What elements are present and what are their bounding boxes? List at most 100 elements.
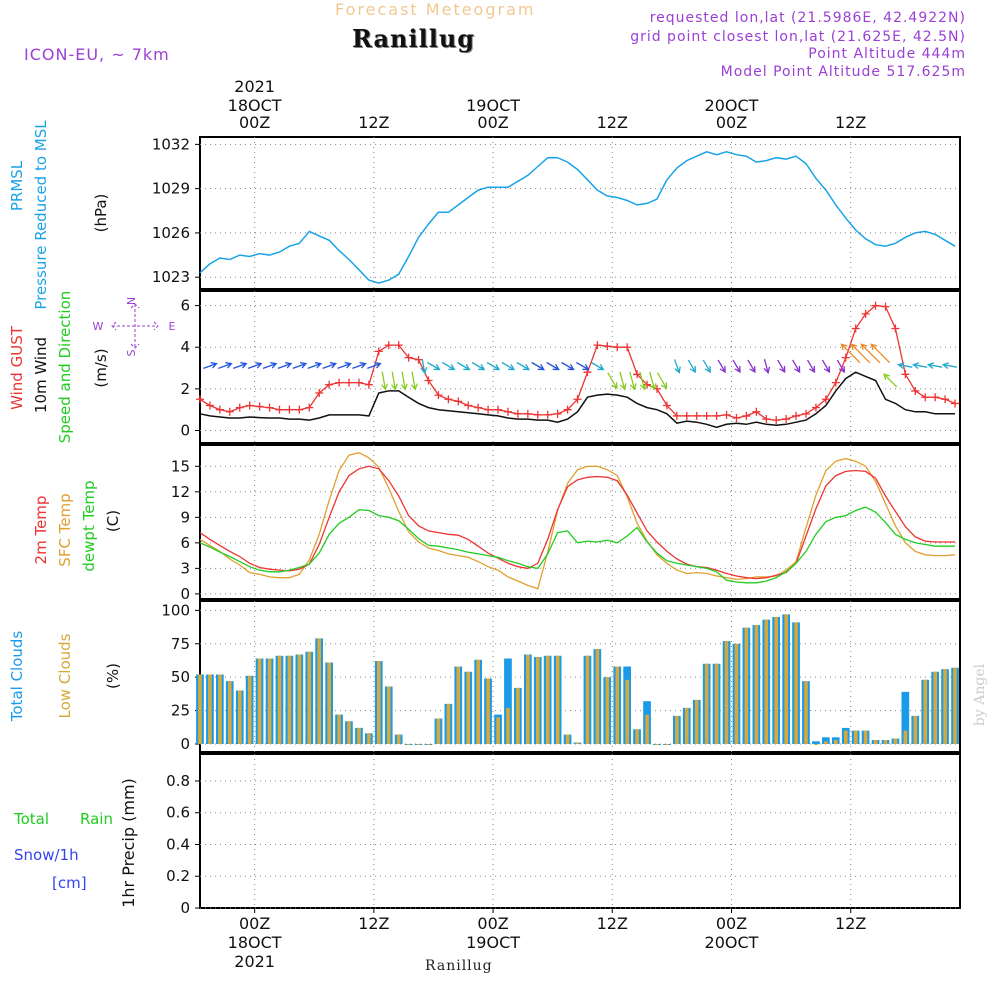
low-clouds-bar [645,714,649,744]
wind-direction-arrow [897,362,913,370]
low-clouds-bar [824,741,828,744]
y-tick-label: 1023 [152,268,190,286]
low-clouds-bar [476,659,480,744]
gust-marker [563,405,572,414]
low-clouds-bar [307,651,312,744]
low-clouds-bar [208,674,212,744]
product-title: Forecast Meteogram [335,0,536,19]
gust-marker [285,405,294,414]
model-label: ICON-EU, ~ 7km [24,45,170,64]
gust-marker [831,378,840,387]
top-time-label: 12Z [358,113,389,132]
wind-direction-arrow [821,359,831,374]
low-clouds-bar [357,727,361,744]
low-clouds-bar [893,738,898,744]
pressure-label-prmsl: PRMSL [8,160,26,211]
temp-sfc-line [199,452,956,590]
low-clouds-bar [685,707,689,744]
gust-marker [543,410,552,419]
precip-unit-label: 1hr Precip (mm) [119,778,138,908]
low-clouds-bar [953,667,957,744]
y-tick-label: 6 [180,534,190,552]
low-clouds-bar [754,625,759,744]
wind-frame [199,290,961,444]
gridpoint-coords: grid point closest lon,lat (21.625E, 42.… [630,29,966,45]
wind-direction-arrow [639,371,647,391]
clouds-unit-label: (%) [104,663,122,689]
wind-speed-line [199,371,955,429]
location-title: Ranillug [352,24,476,53]
wind-direction-arrow [516,361,531,371]
watermark: by Angel [972,663,988,726]
clouds-low-label: Low Clouds [56,633,74,718]
gust-marker [394,341,403,350]
low-clouds-bar [267,658,272,744]
gust-marker [205,401,214,410]
top-time-label: 00Z [239,113,270,132]
top-time-label: 12Z [597,113,628,132]
top-year-label: 2021 [234,77,275,96]
low-clouds-bar [506,707,510,744]
gust-marker [354,378,363,387]
compass-s: S [125,349,138,356]
gust-marker [215,405,224,414]
wind-10m-label: 10m Wind [32,337,50,413]
wind-direction-arrow [883,373,898,388]
low-clouds-bar [883,740,888,744]
gust-marker [851,324,860,333]
wind-direction-arrow [420,358,428,375]
low-clouds-bar [774,617,778,744]
wind-direction-arrow [806,359,816,374]
low-clouds-bar [347,721,351,744]
low-clouds-bar [744,627,749,744]
low-clouds-bar [943,669,947,744]
gust-marker [364,380,373,389]
pressure-panel: 1023 1026 1029 1032 [152,135,961,290]
footer-location: Ranillug [425,958,493,974]
temp-unit-label: (C) [104,510,122,532]
wind-speed-direction-label: Speed and Direction [56,291,74,444]
top-time-label: 18OCT [228,96,282,115]
y-tick-label: 9 [180,508,190,526]
low-clouds-bar [784,614,788,744]
gust-marker [901,370,910,379]
wind-direction-arrow [926,362,943,370]
gust-marker [802,409,811,418]
low-clouds-bar [704,663,709,744]
gust-marker [235,403,244,412]
gust-marker [414,355,423,364]
y-tick-label: 1026 [152,224,190,242]
wind-direction-arrow [717,359,726,374]
wind-direction-arrow [870,343,891,364]
gust-marker [275,405,284,414]
gust-marker [474,403,483,412]
wind-panel: 0 2 4 6 [180,290,961,444]
gust-marker [931,393,940,402]
low-clouds-bar [903,730,908,744]
y-tick-label: 0.4 [166,835,190,853]
low-clouds-bar [387,686,391,744]
precip-legend-total: Total [13,810,49,828]
low-clouds-bar [436,718,441,744]
y-tick-label: 0 [180,899,190,917]
gust-marker [454,397,463,406]
temp-dewpoint-label: dewpt Temp [80,480,98,571]
gust-marker [434,391,443,400]
temperature-panel: 0 3 6 9 12 15 [171,444,961,603]
temp-sfc-label: SFC Temp [56,493,74,566]
wind-direction-arrow [292,362,308,370]
wind-direction-arrow [203,362,218,370]
low-clouds-bar [416,744,421,745]
low-clouds-bar [257,658,262,744]
gust-marker [811,403,820,412]
gust-marker [752,407,761,416]
gust-marker [613,343,622,352]
temp-2m-label: 2m Temp [32,496,50,565]
low-clouds-bar [496,717,500,744]
y-tick-label: 0 [180,735,190,753]
gust-marker [404,353,413,362]
gust-marker [444,395,453,404]
gust-marker [384,341,393,350]
y-tick-label: 75 [171,635,190,653]
gust-marker [345,378,354,387]
